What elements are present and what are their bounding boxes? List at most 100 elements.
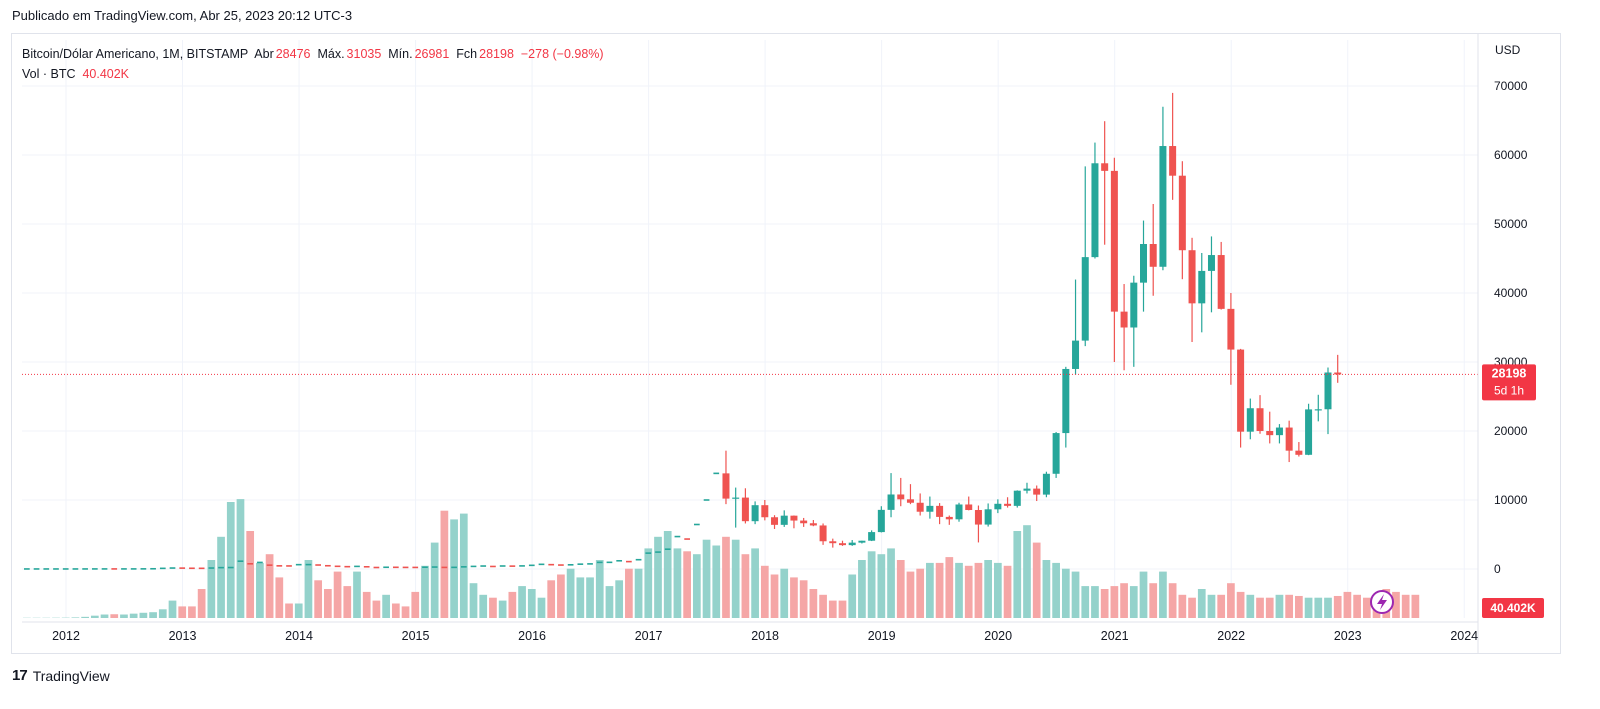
candle-body <box>1207 255 1215 271</box>
volume-bar <box>1246 594 1255 618</box>
volume-bar <box>1324 597 1332 618</box>
volume-bar <box>615 580 624 618</box>
candle-body <box>1314 409 1322 411</box>
time-tick-label: 2023 <box>1334 629 1362 643</box>
volume-bar <box>411 591 420 618</box>
volume-bar <box>188 606 196 618</box>
volume-bar <box>1100 589 1109 618</box>
candle-body <box>771 517 779 525</box>
tradingview-logo[interactable]: 17 TradingView <box>12 667 110 684</box>
volume-bar <box>731 539 740 618</box>
volume-bar <box>459 513 468 618</box>
candle-body <box>741 497 749 522</box>
candle-body <box>1256 408 1264 431</box>
candle-body <box>974 510 982 525</box>
price-tick-label: 40000 <box>1494 286 1528 300</box>
candle-body <box>1130 282 1138 328</box>
price-tick-label: 20000 <box>1494 424 1528 438</box>
volume-bar <box>100 614 109 618</box>
volume-bar <box>527 589 536 618</box>
volume-bar <box>1149 583 1158 618</box>
candle-body <box>1159 146 1167 267</box>
volume-bar <box>974 562 983 618</box>
candle-body <box>1285 427 1293 451</box>
chart-frame[interactable] <box>11 33 1561 654</box>
volume-bar <box>586 577 594 618</box>
legend-volume-label: Vol · BTC <box>22 67 76 81</box>
volume-bar <box>790 577 798 618</box>
volume-bar <box>324 589 332 618</box>
volume-bar <box>547 580 556 618</box>
legend-open-value: 28476 <box>275 47 311 61</box>
published-caption: Publicado em TradingView.com, Abr 25, 20… <box>12 8 353 23</box>
candle-body <box>838 543 846 546</box>
candle-body <box>1178 175 1186 251</box>
volume-bar <box>1392 591 1400 618</box>
volume-bar <box>1003 565 1012 618</box>
volume-bar <box>760 565 769 618</box>
candle-body <box>1033 488 1041 495</box>
candle-body <box>1217 255 1225 309</box>
last-price-badge: 28198 5d 1h <box>1482 364 1536 401</box>
volume-bar <box>256 562 264 618</box>
volume-bar <box>722 536 730 618</box>
volume-bar <box>226 502 235 618</box>
volume-bar <box>1091 586 1099 618</box>
time-tick-label: 2024 <box>1450 629 1478 643</box>
volume-bar <box>1227 583 1235 618</box>
volume-bar <box>1256 597 1264 618</box>
volume-bar <box>1265 597 1274 618</box>
volume-bar <box>537 597 546 618</box>
volume-bar <box>955 562 963 618</box>
volume-bar <box>566 568 575 618</box>
volume-bar <box>994 562 1002 618</box>
time-tick-label: 2017 <box>635 629 663 643</box>
volume-bar <box>1314 597 1323 618</box>
legend-open-label: Abr <box>254 47 274 61</box>
legend-volume-row: Vol · BTC 40.402K <box>22 64 604 84</box>
volume-bar <box>625 568 633 618</box>
candle-body <box>1334 372 1342 375</box>
candle-body <box>751 505 759 522</box>
legend-volume-value: 40.402K <box>82 67 130 81</box>
volume-bar <box>391 603 400 618</box>
volume-bar <box>450 519 458 618</box>
volume-bar <box>1110 586 1119 618</box>
volume-bar <box>479 594 488 618</box>
candle-body <box>1062 368 1070 434</box>
volume-bar <box>469 583 478 618</box>
tradingview-brand: TradingView <box>32 667 110 684</box>
volume-bar <box>1197 589 1206 618</box>
candle-body <box>1072 340 1080 369</box>
time-tick-label: 2021 <box>1101 629 1129 643</box>
time-tick-label: 2020 <box>984 629 1012 643</box>
candle-body <box>1188 250 1196 304</box>
candle-body <box>1295 450 1303 455</box>
last-price-value: 28198 <box>1492 366 1527 380</box>
volume-bar <box>1013 531 1022 618</box>
candle-body <box>1198 270 1206 304</box>
volume-bar <box>634 568 643 618</box>
candle-body <box>965 504 973 511</box>
candle-body <box>1305 409 1313 455</box>
volume-bar <box>178 606 187 618</box>
volume-bar <box>692 554 701 618</box>
volume-bar <box>858 560 866 618</box>
volume-bar <box>751 548 759 618</box>
lightning-icon[interactable] <box>1370 590 1394 614</box>
candle-body <box>1149 244 1157 267</box>
volume-bar <box>1217 594 1226 618</box>
grid <box>22 40 1478 618</box>
volume-bar <box>1353 594 1361 618</box>
candle-body <box>984 509 992 525</box>
volume-bar <box>1159 571 1167 618</box>
candle-body <box>1227 308 1235 350</box>
legend-low-label: Mín. <box>388 47 413 61</box>
candle-body <box>1101 163 1109 171</box>
volume-bar <box>498 600 507 618</box>
time-tick-label: 2019 <box>868 629 896 643</box>
volume-bar <box>741 554 750 618</box>
volume-bar <box>1285 594 1294 618</box>
candle-body <box>1013 490 1021 506</box>
